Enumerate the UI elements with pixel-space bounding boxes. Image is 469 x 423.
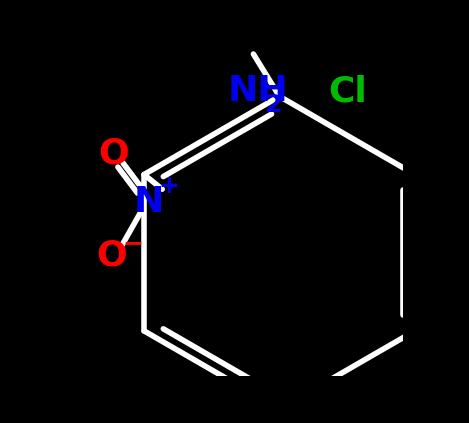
Text: O: O — [96, 239, 127, 273]
Text: NH: NH — [227, 74, 288, 108]
Text: +: + — [158, 174, 179, 198]
Text: −: − — [122, 231, 144, 255]
Text: Cl: Cl — [328, 74, 367, 108]
Text: O: O — [98, 136, 129, 170]
Text: N: N — [134, 185, 164, 219]
Text: 2: 2 — [265, 93, 282, 116]
